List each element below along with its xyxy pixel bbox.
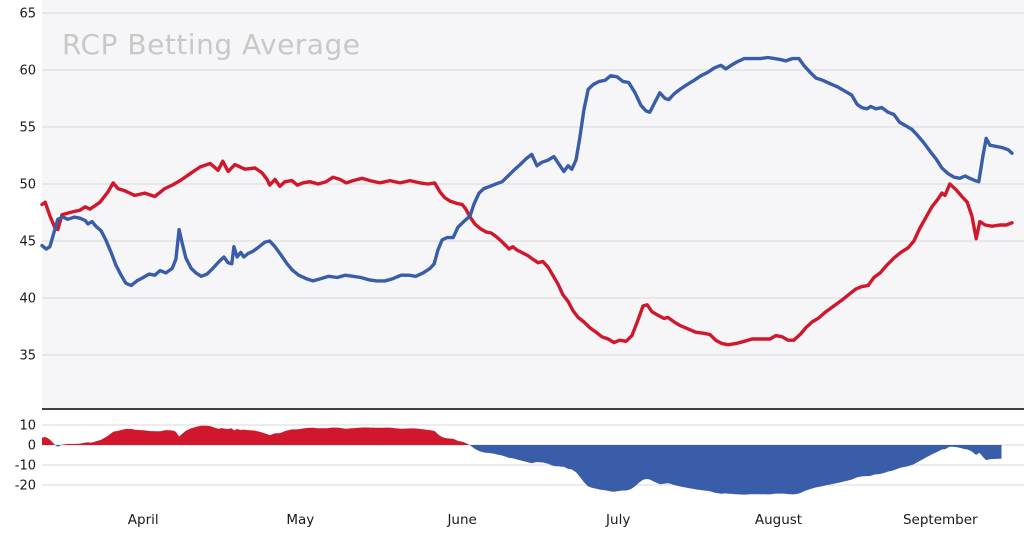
month-label-june: June — [446, 512, 476, 528]
y-tick-label: 40 — [19, 292, 36, 307]
plot-background — [42, 0, 1024, 409]
y-tick-label: 45 — [19, 235, 36, 250]
y-tick-label: 50 — [19, 178, 36, 193]
y-tick-label: 55 — [19, 121, 36, 136]
spread-y-tick-label: -10 — [15, 459, 36, 474]
month-label-april: April — [128, 512, 159, 528]
spread-area-positive — [42, 425, 1002, 445]
spread-y-tick-label: -20 — [15, 479, 36, 494]
spread-y-tick-label: 0 — [28, 439, 36, 454]
spread-area-series — [42, 425, 1002, 495]
y-tick-label: 65 — [19, 7, 36, 22]
month-label-july: July — [605, 512, 630, 528]
chart-title: RCP Betting Average — [62, 28, 360, 61]
y-tick-label: 60 — [19, 64, 36, 79]
betting-average-lines — [40, 55, 1014, 347]
spread-y-axis-labels: 10 0 -10 -20 — [15, 419, 36, 494]
blue-series-line — [40, 55, 1014, 288]
spread-area-negative — [42, 445, 1002, 495]
main-gridlines — [42, 12, 1024, 356]
main-y-axis-labels: 35 40 45 50 55 60 65 — [19, 7, 36, 364]
month-label-september: September — [903, 512, 978, 528]
red-series-line — [40, 159, 1014, 347]
month-label-august: August — [755, 512, 802, 528]
month-axis-labels: April May June July August September — [128, 512, 978, 528]
spread-y-tick-label: 10 — [19, 419, 36, 434]
month-label-may: May — [286, 512, 314, 528]
y-tick-label: 35 — [19, 349, 36, 364]
